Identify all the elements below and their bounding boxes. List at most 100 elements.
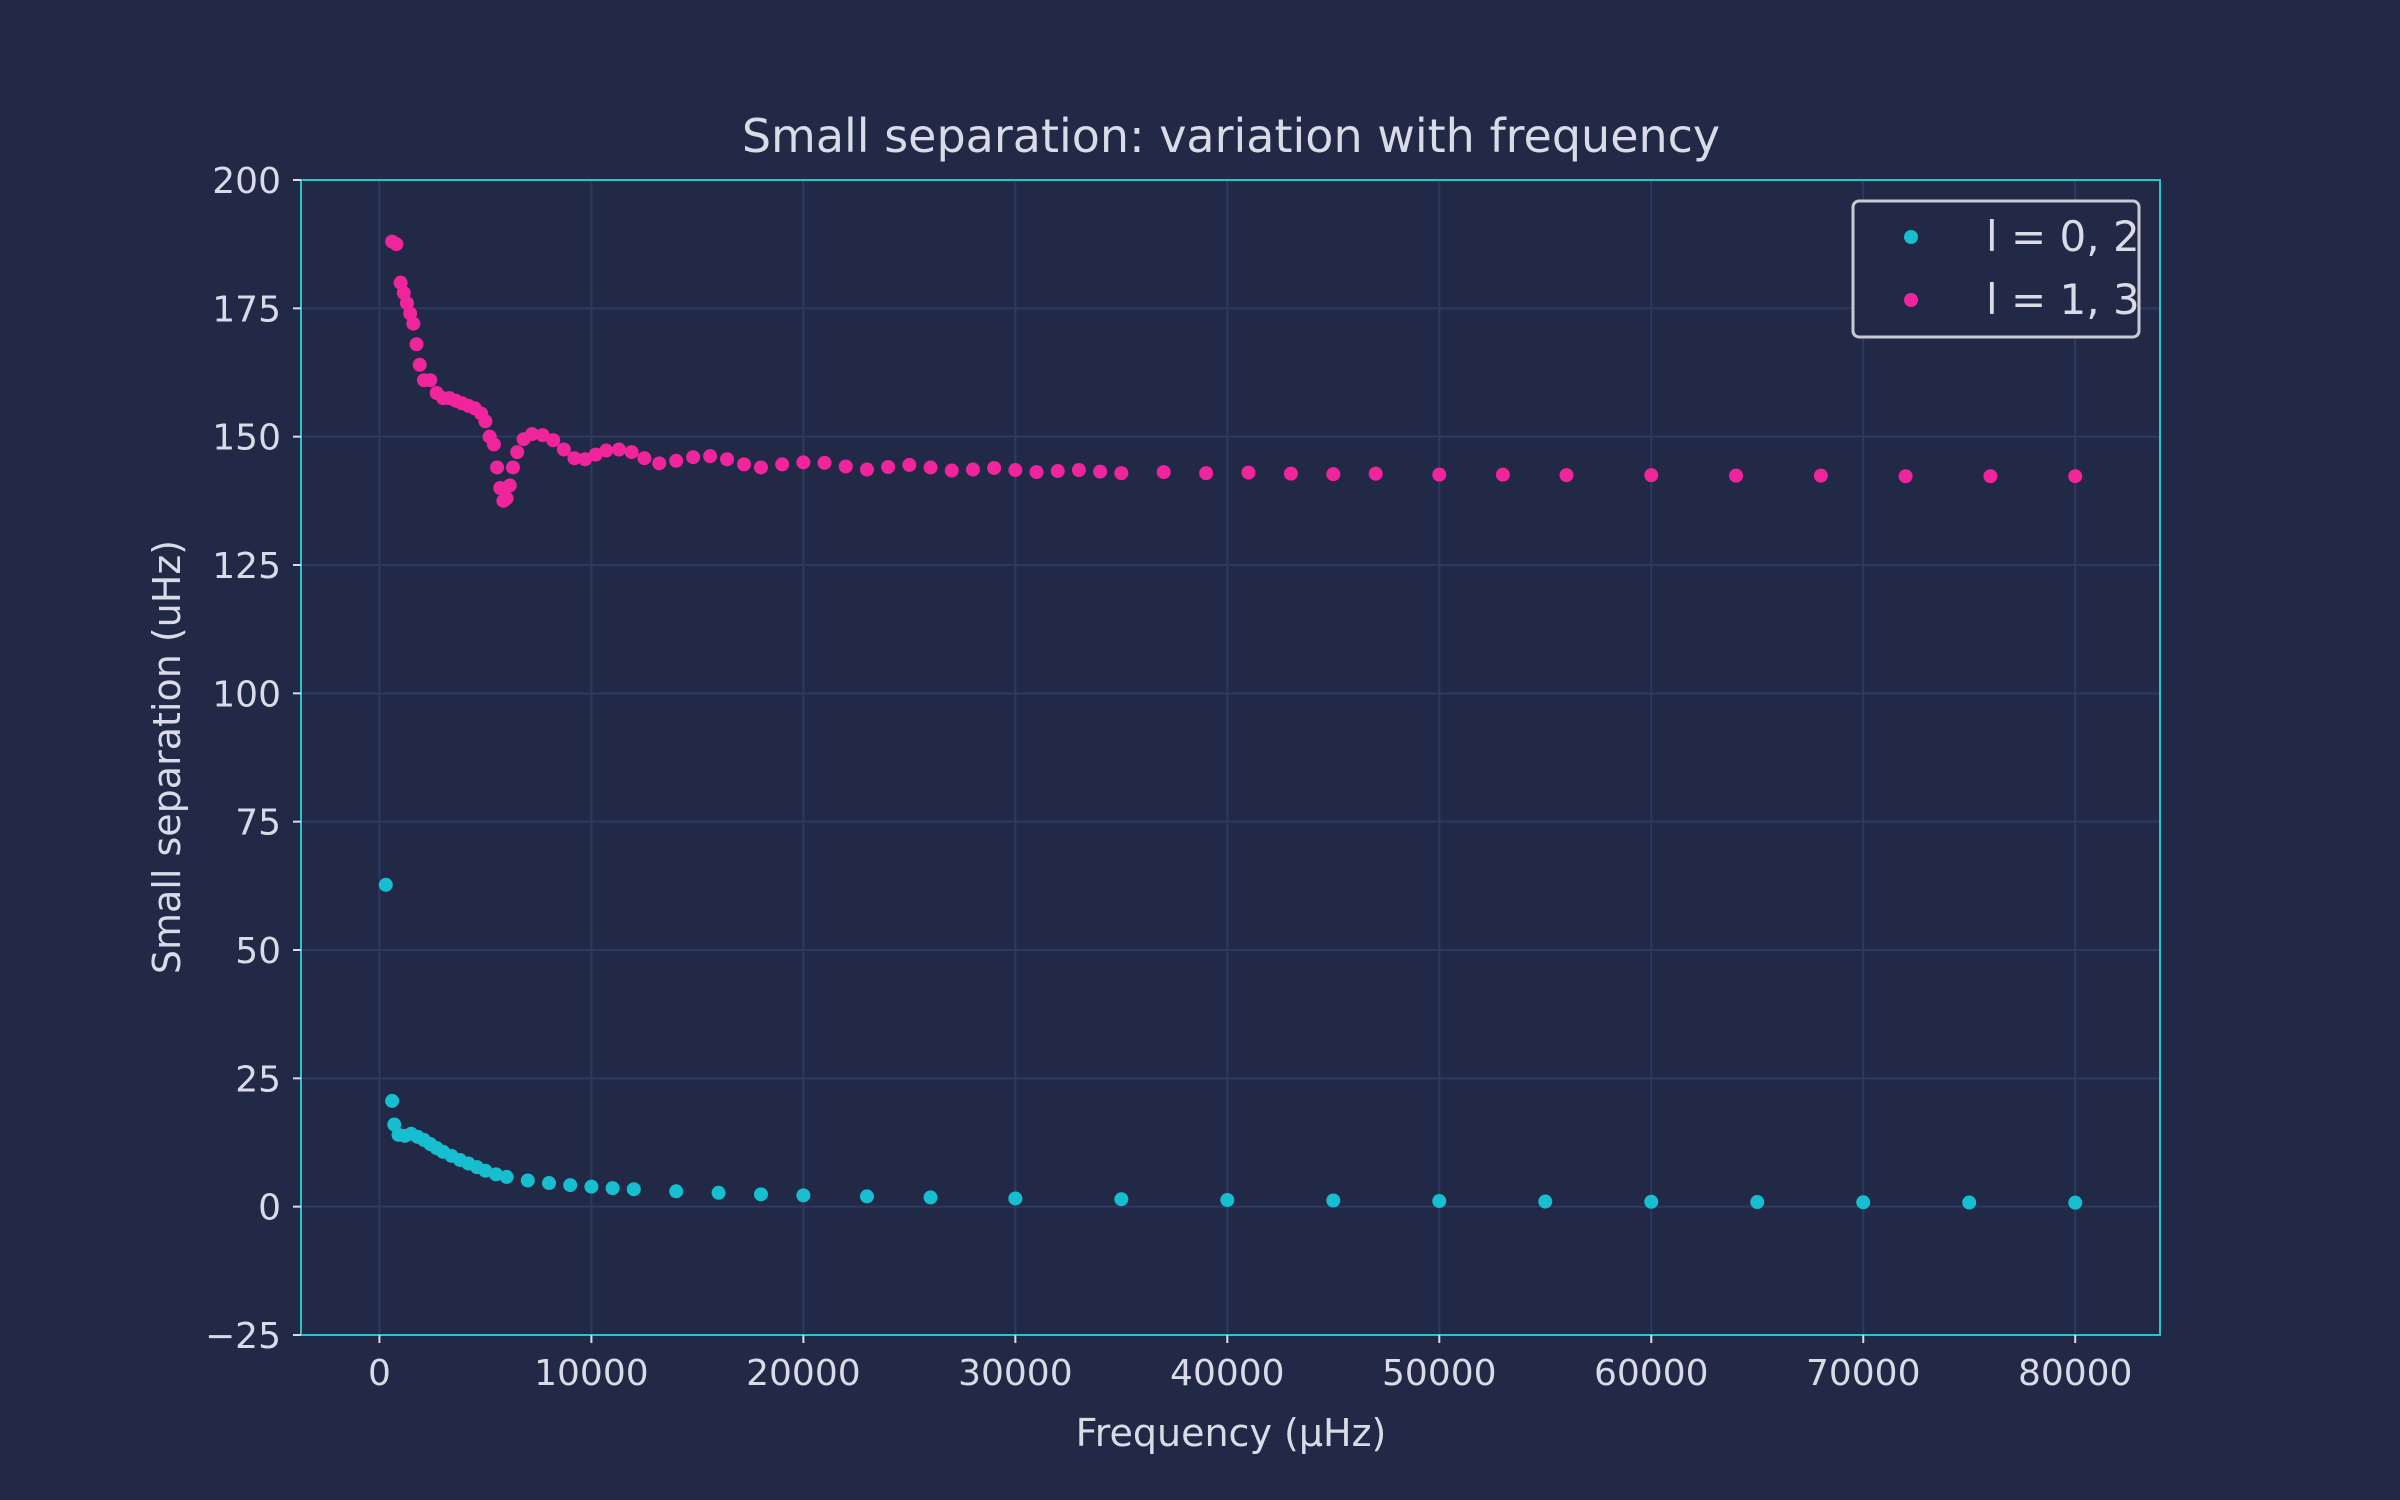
data-point xyxy=(965,462,980,477)
data-point xyxy=(737,457,752,472)
data-point xyxy=(686,450,701,465)
legend-marker-l13 xyxy=(1904,293,1918,307)
data-point xyxy=(796,1188,811,1203)
x-tick-label: 30000 xyxy=(958,1353,1073,1394)
data-point xyxy=(1644,468,1659,483)
data-point xyxy=(546,433,561,448)
data-point xyxy=(588,447,603,462)
data-point xyxy=(1029,465,1044,480)
data-point xyxy=(1729,468,1744,483)
data-point xyxy=(902,457,917,472)
y-tick-label: 150 xyxy=(212,418,281,459)
data-points xyxy=(378,234,2083,1210)
data-point xyxy=(525,427,540,442)
y-tick-label: 175 xyxy=(212,289,281,330)
data-point xyxy=(944,463,959,478)
y-tick-label: 200 xyxy=(212,161,281,202)
x-tick-label: 10000 xyxy=(534,1353,649,1394)
data-point xyxy=(720,452,735,467)
x-tick-label: 20000 xyxy=(746,1353,861,1394)
data-point xyxy=(556,442,571,457)
data-point xyxy=(611,442,626,457)
data-point xyxy=(389,237,404,252)
data-point xyxy=(859,462,874,477)
data-point xyxy=(490,460,505,475)
data-point xyxy=(987,460,1002,475)
data-point xyxy=(1050,464,1065,479)
data-point xyxy=(1114,466,1129,481)
data-point xyxy=(499,491,514,506)
data-point xyxy=(923,1190,938,1205)
chart-title: Small separation: variation with frequen… xyxy=(742,109,1720,163)
data-point xyxy=(1559,468,1574,483)
data-point xyxy=(542,1176,557,1191)
data-point xyxy=(1071,463,1086,478)
x-tick-label: 70000 xyxy=(1806,1353,1921,1394)
x-tick-label: 60000 xyxy=(1594,1353,1709,1394)
x-tick-label: 0 xyxy=(368,1353,391,1394)
data-point xyxy=(412,357,427,372)
x-tick-label: 80000 xyxy=(2018,1353,2133,1394)
data-point xyxy=(1495,467,1510,482)
y-tick-label: 25 xyxy=(235,1059,281,1100)
data-point xyxy=(2068,1195,2083,1210)
data-point xyxy=(626,1182,641,1197)
legend-frame xyxy=(1851,199,2141,339)
legend: l = 0, 2 l = 1, 3 xyxy=(1851,199,2141,339)
data-point xyxy=(378,877,393,892)
x-axis-label: Frequency (μHz) xyxy=(1076,1411,1387,1455)
data-point xyxy=(1008,1191,1023,1206)
data-point xyxy=(423,373,438,388)
data-point xyxy=(478,414,493,429)
data-point xyxy=(578,452,593,467)
data-point xyxy=(1326,1193,1341,1208)
data-point xyxy=(489,1167,504,1182)
data-point xyxy=(703,449,718,464)
data-point xyxy=(385,1093,400,1108)
series-0 xyxy=(378,877,2083,1210)
legend-marker-l02 xyxy=(1904,230,1918,244)
data-point xyxy=(2068,469,2083,484)
grid-lines xyxy=(301,179,2160,1336)
legend-label-l02: l = 0, 2 xyxy=(1986,212,2140,261)
data-point xyxy=(775,457,790,472)
data-point xyxy=(669,453,684,468)
data-point xyxy=(1644,1194,1659,1209)
data-point xyxy=(838,459,853,474)
data-point xyxy=(563,1178,578,1193)
x-tick-label: 50000 xyxy=(1382,1353,1497,1394)
data-point xyxy=(881,459,896,474)
data-point xyxy=(1813,468,1828,483)
data-point xyxy=(1114,1192,1129,1207)
y-tick-label: 0 xyxy=(258,1188,281,1229)
data-point xyxy=(1538,1194,1553,1209)
data-point xyxy=(406,316,421,331)
data-point xyxy=(711,1185,726,1200)
plot-frame xyxy=(300,179,2161,1336)
y-axis-label: Small separation (uHz) xyxy=(145,540,189,974)
data-point xyxy=(1432,467,1447,482)
x-tick-label: 40000 xyxy=(1170,1353,1285,1394)
data-point xyxy=(1983,469,1998,484)
data-point xyxy=(1220,1192,1235,1207)
data-point xyxy=(1750,1195,1765,1210)
data-point xyxy=(1962,1195,1977,1210)
y-axis-ticks: −25 0 25 50 75 100 125 150 175 200 xyxy=(205,161,301,1357)
data-point xyxy=(505,460,520,475)
data-point xyxy=(1008,463,1023,478)
data-point xyxy=(624,445,639,460)
data-point xyxy=(1326,467,1341,482)
data-point xyxy=(1368,466,1383,481)
data-point xyxy=(499,1169,514,1184)
data-point xyxy=(817,455,832,470)
series-1 xyxy=(385,234,2083,508)
data-point xyxy=(502,478,517,493)
data-point xyxy=(1156,465,1171,480)
data-point xyxy=(478,1163,493,1178)
data-point xyxy=(796,455,811,470)
data-point xyxy=(669,1184,684,1199)
data-point xyxy=(1199,466,1214,481)
data-point xyxy=(584,1179,599,1194)
data-point xyxy=(923,460,938,475)
